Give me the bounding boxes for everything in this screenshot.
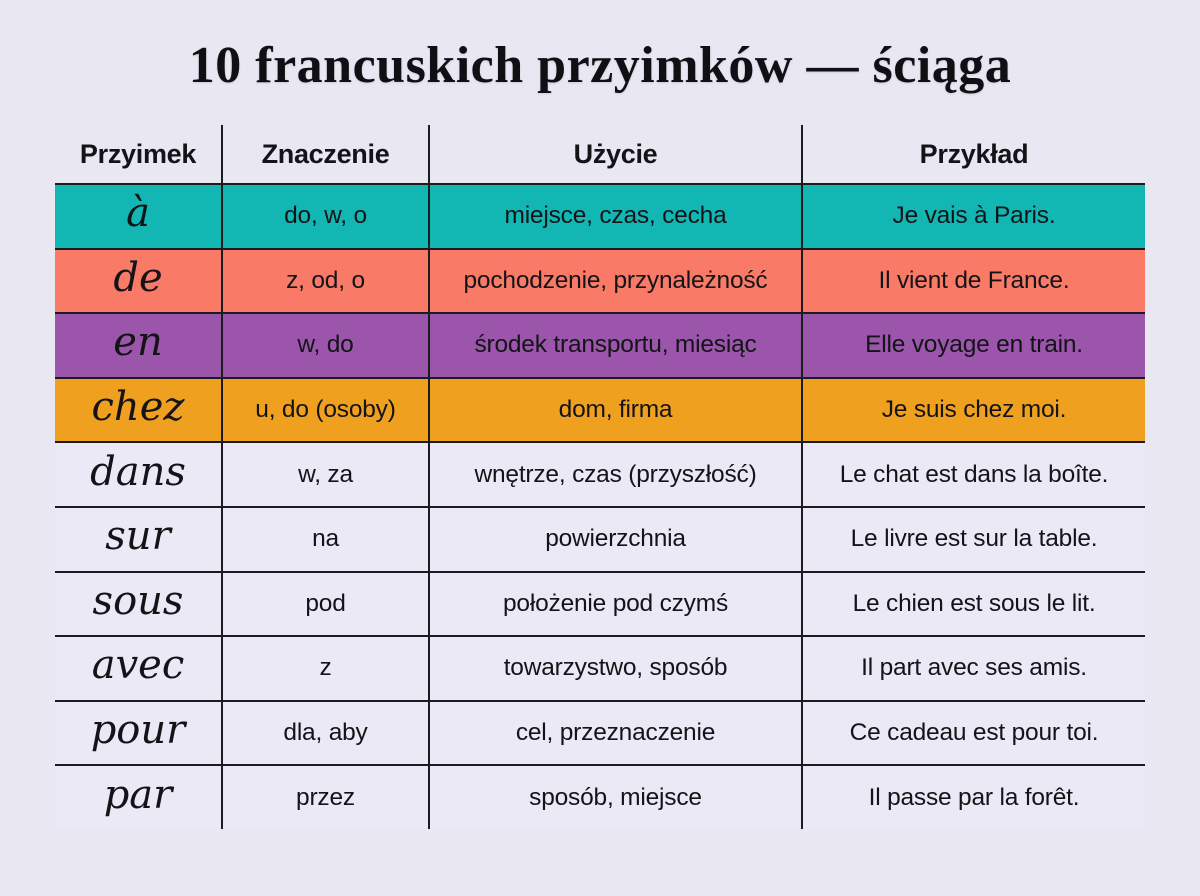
preposition-cell: dans bbox=[55, 443, 223, 506]
example-cell: Le livre est sur la table. bbox=[850, 525, 1098, 553]
column-header-uzycie: Użycie bbox=[430, 125, 803, 183]
meaning-cell: do, w, o bbox=[223, 185, 430, 248]
usage-cell: wnętrze, czas (przyszłość) bbox=[430, 443, 803, 506]
table-row: chez u, do (osoby) dom, firma Je suis ch… bbox=[55, 376, 1145, 442]
preposition-cell: sous bbox=[55, 572, 223, 636]
column-header-przyimek: Przyimek bbox=[55, 125, 223, 183]
usage-cell: powierzchnia bbox=[430, 507, 803, 571]
meaning-cell: w, za bbox=[223, 443, 430, 506]
table-row: dans w, za wnętrze, czas (przyszłość) Le… bbox=[55, 441, 1145, 506]
preposition-cell: pour bbox=[55, 701, 223, 765]
table-row: pour dla, aby cel, przeznaczenie Ce cade… bbox=[55, 699, 1145, 765]
example-cell: Je suis chez moi. bbox=[881, 396, 1067, 424]
table-header-row: Przyimek Znaczenie Użycie Przykład bbox=[55, 125, 1145, 183]
usage-cell: środek transportu, miesiąc bbox=[430, 314, 803, 377]
preposition-cell: chez bbox=[55, 378, 223, 442]
meaning-cell: w, do bbox=[223, 314, 430, 377]
table-row: en w, do środek transportu, miesiąc Elle… bbox=[55, 312, 1145, 377]
usage-cell: pochodzenie, przynależność bbox=[430, 249, 803, 313]
example-cell: Il part avec ses amis. bbox=[861, 654, 1087, 682]
table-row: sous pod położenie pod czymś Le chien es… bbox=[55, 570, 1145, 636]
meaning-cell: dla, aby bbox=[223, 701, 430, 765]
meaning-cell: z, od, o bbox=[223, 249, 430, 313]
usage-cell: dom, firma bbox=[430, 378, 803, 442]
prepositions-table: Przyimek Znaczenie Użycie Przykład à do,… bbox=[55, 125, 1145, 829]
preposition-cell: avec bbox=[55, 637, 223, 700]
meaning-cell: przez bbox=[223, 766, 430, 829]
preposition-cell: sur bbox=[55, 507, 223, 571]
column-header-znaczenie: Znaczenie bbox=[223, 125, 430, 183]
example-cell: Ce cadeau est pour toi. bbox=[849, 719, 1099, 747]
example-cell: Il passe par la forêt. bbox=[868, 783, 1080, 811]
table-body: à do, w, o miejsce, czas, cecha Je vais … bbox=[55, 183, 1145, 829]
example-cell: Je vais à Paris. bbox=[892, 202, 1056, 230]
column-header-przyklad: Przykład bbox=[919, 138, 1029, 169]
meaning-cell: u, do (osoby) bbox=[223, 378, 430, 442]
example-cell: Le chat est dans la boîte. bbox=[839, 460, 1109, 488]
table-row: de z, od, o pochodzenie, przynależność I… bbox=[55, 247, 1145, 313]
table-row: avec z towarzystwo, sposób Il part avec … bbox=[55, 635, 1145, 700]
usage-cell: sposób, miejsce bbox=[430, 766, 803, 829]
preposition-cell: par bbox=[55, 766, 223, 829]
preposition-cell: en bbox=[55, 314, 223, 377]
example-cell: Le chien est sous le lit. bbox=[852, 589, 1096, 617]
page-title: 10 francuskich przyimków — ściąga bbox=[188, 37, 1012, 94]
example-cell: Il vient de France. bbox=[878, 266, 1070, 294]
example-cell: Elle voyage en train. bbox=[865, 331, 1083, 359]
usage-cell: miejsce, czas, cecha bbox=[430, 185, 803, 248]
table-row: par przez sposób, miejsce Il passe par l… bbox=[55, 764, 1145, 829]
meaning-cell: pod bbox=[223, 572, 430, 636]
preposition-cell: de bbox=[55, 249, 223, 313]
meaning-cell: z bbox=[223, 637, 430, 700]
usage-cell: cel, przeznaczenie bbox=[430, 701, 803, 765]
table-row: à do, w, o miejsce, czas, cecha Je vais … bbox=[55, 183, 1145, 248]
usage-cell: położenie pod czymś bbox=[430, 572, 803, 636]
preposition-cell: à bbox=[55, 185, 223, 248]
meaning-cell: na bbox=[223, 507, 430, 571]
usage-cell: towarzystwo, sposób bbox=[430, 637, 803, 700]
table-row: sur na powierzchnia Le livre est sur la … bbox=[55, 505, 1145, 571]
